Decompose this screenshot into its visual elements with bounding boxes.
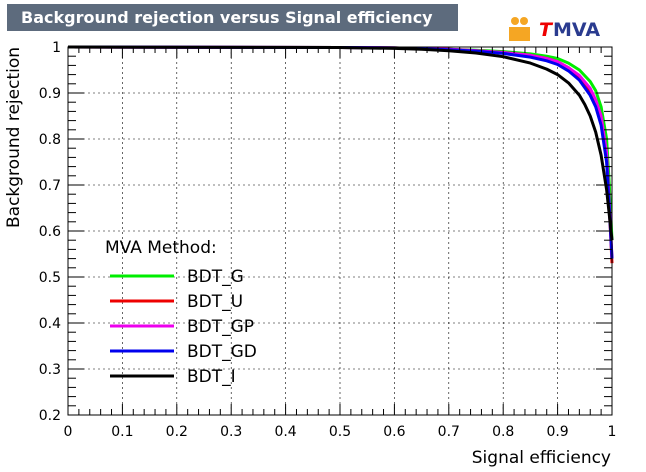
x-tick-label: 0.2 — [166, 424, 188, 440]
tick-labels: 0 0.1 0.2 0.3 0.4 0.5 0.6 0.7 0.8 0.9 1 0.2 0.3 0.4 0.… — [39, 40, 617, 440]
legend: MVA Method: BDT_G BDT_U BDT_GP BDT_GD BDT_I — [105, 238, 257, 387]
x-tick-label: 0.5 — [329, 424, 351, 440]
logo-block-icon — [509, 27, 530, 41]
axis-ticks — [67, 46, 613, 416]
logo-text: MVA — [553, 19, 600, 41]
y-tick-label: 0.7 — [39, 178, 61, 194]
x-tick-label: 0.9 — [546, 424, 568, 440]
legend-label: BDT_I — [187, 367, 236, 387]
legend-label: BDT_U — [187, 292, 243, 312]
x-axis-label: Signal efficiency — [472, 448, 611, 468]
x-tick-label: 0.4 — [274, 424, 296, 440]
chart-title: Background rejection versus Signal effic… — [7, 4, 458, 31]
y-tick-label: 0.2 — [39, 408, 61, 424]
logo-dot-icon — [511, 17, 519, 25]
grid — [68, 47, 612, 415]
x-tick-label: 1 — [608, 424, 617, 440]
x-tick-label: 0.8 — [492, 424, 514, 440]
series-line-bdt-i — [67, 45, 614, 241]
legend-label: BDT_G — [187, 267, 244, 287]
y-tick-label: 0.6 — [39, 224, 61, 240]
x-tick-label: 0.7 — [438, 424, 460, 440]
legend-title: MVA Method: — [105, 238, 217, 258]
x-tick-label: 0.1 — [111, 424, 133, 440]
series-lines — [67, 45, 614, 264]
x-tick-label: 0 — [64, 424, 73, 440]
y-tick-label: 0.8 — [39, 132, 61, 148]
legend-label: BDT_GD — [187, 342, 257, 362]
y-tick-label: 1 — [52, 40, 61, 56]
y-tick-label: 0.4 — [39, 316, 61, 332]
legend-label: BDT_GP — [187, 317, 254, 337]
y-tick-label: 0.9 — [39, 86, 61, 102]
y-axis-label: Background rejection — [4, 47, 24, 228]
y-tick-label: 0.5 — [39, 270, 61, 286]
x-tick-label: 0.6 — [383, 424, 405, 440]
tmva-logo: T MVA — [509, 17, 600, 41]
x-tick-label: 0.3 — [220, 424, 242, 440]
logo-letter: T — [539, 19, 554, 41]
logo-dot-icon — [520, 17, 528, 25]
y-tick-label: 0.3 — [39, 362, 61, 378]
